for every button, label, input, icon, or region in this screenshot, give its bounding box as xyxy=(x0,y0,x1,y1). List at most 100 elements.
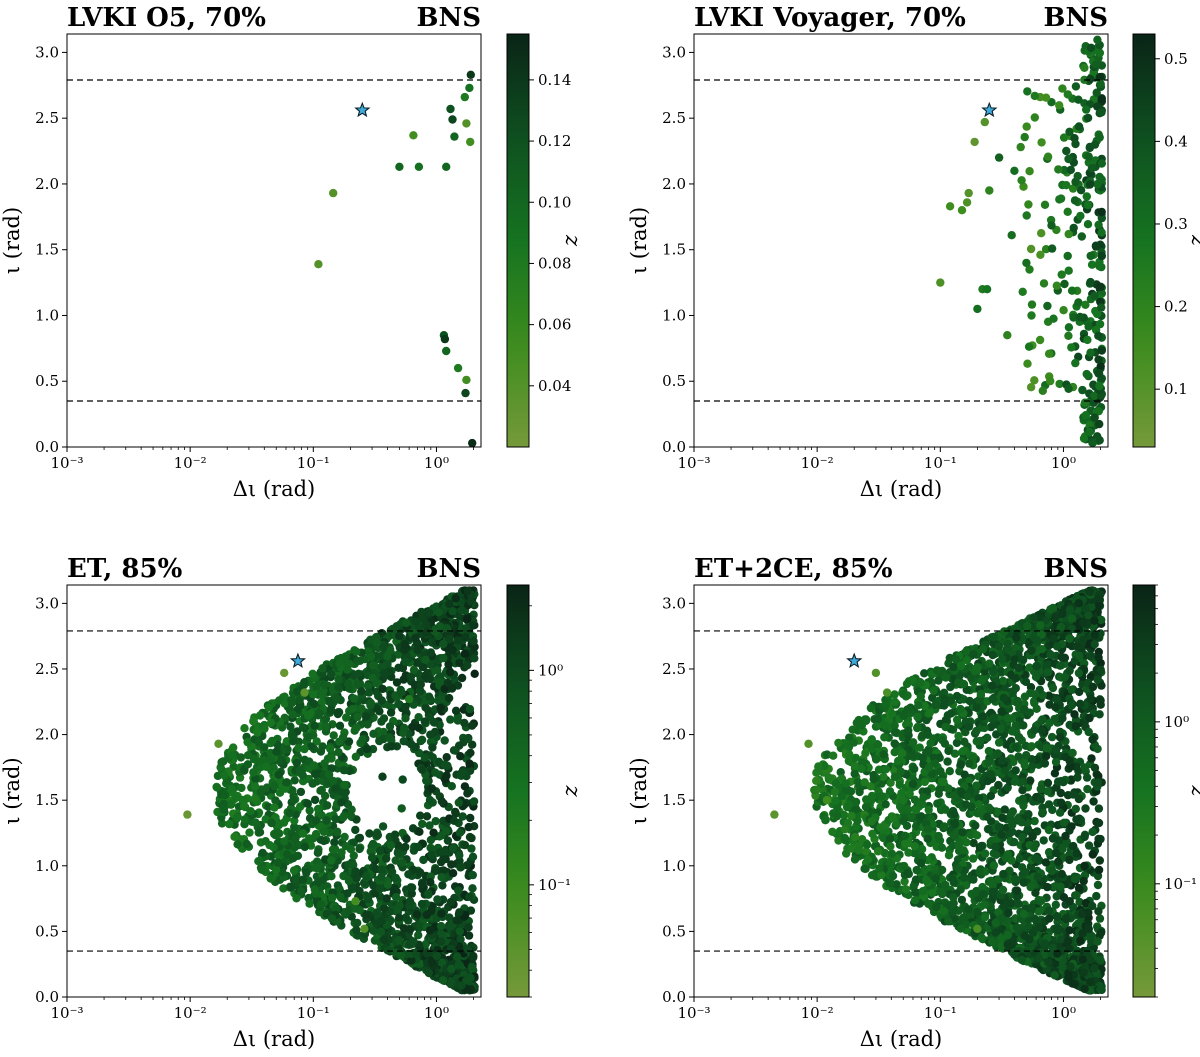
scatter-point xyxy=(1082,192,1092,201)
scatter-point xyxy=(440,334,450,344)
scatter-point xyxy=(351,752,360,761)
scatter-point xyxy=(317,900,326,909)
scatter-point xyxy=(982,285,992,294)
scatter-point xyxy=(327,893,337,903)
scatter-point xyxy=(416,680,425,689)
scatter-point xyxy=(271,865,281,875)
scatter-point xyxy=(326,705,335,714)
scatter-point xyxy=(1090,140,1100,149)
scatter-point xyxy=(1097,303,1106,312)
scatter-point xyxy=(1037,716,1046,726)
scatter-point xyxy=(1074,352,1083,361)
scatter-point xyxy=(448,844,458,853)
scatter-point xyxy=(458,812,467,821)
x-axis-label: Δι (rad) xyxy=(233,477,315,501)
y-tick-label: 1.0 xyxy=(35,857,59,875)
scatter-point xyxy=(1024,342,1034,351)
scatter-point xyxy=(382,894,391,903)
scatter-point xyxy=(1086,43,1096,52)
scatter-point xyxy=(417,614,427,623)
scatter-point xyxy=(318,664,327,673)
scatter-point xyxy=(1094,369,1103,378)
scatter-point xyxy=(927,769,937,779)
scatter-point xyxy=(305,834,314,843)
scatter-point xyxy=(457,981,466,990)
x-tick-label: 10⁰ xyxy=(1051,454,1076,472)
x-tick-label: 10⁻¹ xyxy=(924,454,957,472)
scatter-point xyxy=(1090,413,1099,422)
scatter-point xyxy=(1057,270,1066,279)
scatter-point xyxy=(1026,244,1036,254)
x-tick-label: 10⁻³ xyxy=(677,454,710,472)
scatter-point xyxy=(372,919,381,928)
scatter-point xyxy=(1026,776,1035,785)
scatter-point xyxy=(394,700,403,709)
scatter-point xyxy=(1047,244,1057,253)
scatter-point xyxy=(1055,195,1064,204)
scatter-point xyxy=(465,759,474,768)
scatter-point xyxy=(449,746,459,755)
scatter-point xyxy=(1059,133,1069,142)
scatter-point xyxy=(1067,343,1076,352)
scatter-point xyxy=(239,801,249,811)
scatter-point xyxy=(415,827,424,836)
scatter-point xyxy=(945,202,955,211)
scatter-point xyxy=(940,739,950,748)
scatter-point xyxy=(879,772,888,782)
colorbar-tick-label: 0.2 xyxy=(1164,298,1188,316)
scatter-point xyxy=(466,70,475,80)
x-tick-label: 10⁻² xyxy=(174,454,207,472)
scatter-point xyxy=(257,865,266,874)
scatter-point xyxy=(425,608,434,617)
scatter-point xyxy=(440,736,449,745)
scatter-point xyxy=(343,665,352,674)
scatter-point xyxy=(443,761,452,770)
scatter-point xyxy=(306,709,316,718)
scatter-point xyxy=(397,951,406,960)
scatter-point xyxy=(1096,282,1105,291)
scatter-point xyxy=(1064,154,1073,164)
reference-star-marker xyxy=(981,101,998,118)
scatter-point xyxy=(305,806,314,815)
scatter-point xyxy=(463,789,472,798)
scatter-point xyxy=(394,936,404,945)
scatter-point xyxy=(246,807,255,816)
scatter-point xyxy=(466,748,475,757)
scatter-point xyxy=(1050,714,1059,724)
scatter-point xyxy=(243,751,253,760)
scatter-point xyxy=(270,803,279,812)
scatter-point xyxy=(1007,231,1016,240)
scatter-point xyxy=(1079,434,1089,443)
scatter-point xyxy=(417,899,427,909)
scatter-point xyxy=(377,696,386,705)
scatter-point xyxy=(237,783,246,793)
scatter-point xyxy=(386,841,396,850)
scatter-point xyxy=(316,747,326,756)
scatter-point xyxy=(401,714,410,723)
scatter-point xyxy=(420,671,429,681)
scatter-point xyxy=(437,909,446,918)
scatter-point xyxy=(376,927,386,936)
colorbar xyxy=(1132,33,1156,448)
scatter-point xyxy=(445,599,454,608)
scatter-point xyxy=(1069,223,1078,233)
scatter-point xyxy=(394,650,403,659)
scatter-point xyxy=(245,828,254,837)
scatter-point xyxy=(314,711,323,720)
scatter-point xyxy=(904,805,913,814)
scatter-point xyxy=(369,881,378,890)
scatter-point xyxy=(453,363,463,373)
scatter-point xyxy=(1064,384,1073,393)
scatter-point xyxy=(327,914,337,923)
scatter-point xyxy=(950,749,960,758)
scatter-point xyxy=(355,844,364,854)
scatter-point xyxy=(437,930,446,939)
scatter-point xyxy=(1086,251,1095,261)
scatter-point xyxy=(916,692,925,701)
scatter-point xyxy=(300,842,309,852)
scatter-point xyxy=(439,639,448,649)
scatter-point xyxy=(1095,72,1105,82)
scatter-point xyxy=(369,926,378,935)
scatter-point xyxy=(447,978,456,987)
scatter-point xyxy=(470,669,479,678)
